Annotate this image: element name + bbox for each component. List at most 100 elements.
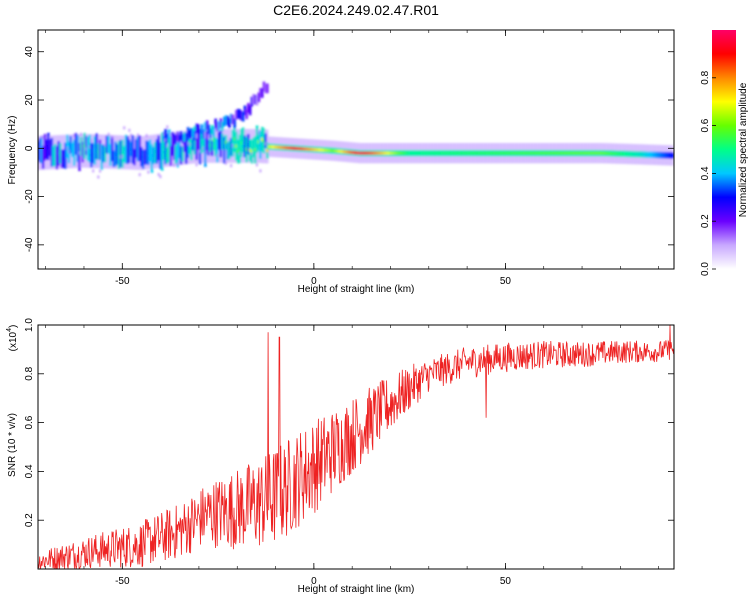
heat-core	[310, 147, 314, 151]
heat-core	[319, 148, 323, 152]
heat-core	[476, 151, 480, 155]
heat-core	[552, 151, 555, 155]
heat-core	[441, 151, 445, 155]
heat-core	[560, 151, 564, 155]
heat-core	[129, 147, 133, 151]
snr-x-label: Height of straight line (km)	[298, 584, 415, 595]
heat-core	[557, 151, 561, 155]
heat-core	[174, 153, 178, 156]
heat-core	[628, 152, 631, 156]
heat-core	[209, 143, 212, 147]
heat-core	[604, 151, 607, 155]
heat-branch-cell	[185, 132, 188, 143]
heat-core	[624, 152, 628, 156]
heat-core	[385, 151, 388, 155]
y-tick-label: 0.2	[24, 513, 35, 527]
heat-core	[631, 152, 635, 156]
heat-core	[73, 151, 76, 155]
heat-branch-cell	[226, 115, 230, 126]
heat-core	[229, 145, 233, 149]
heat-core	[224, 140, 228, 144]
heat-core	[478, 151, 481, 155]
heat-speckle	[42, 135, 45, 139]
heat-speckle	[68, 150, 71, 154]
heat-branch-cell	[176, 131, 180, 142]
heat-branch-cell	[252, 94, 255, 104]
heat-core	[490, 151, 493, 155]
heat-core	[364, 151, 367, 155]
heat-branch-cell	[160, 132, 164, 143]
heat-branch-cell	[178, 132, 181, 143]
heat-branch-cell	[197, 124, 200, 134]
heat-core	[102, 152, 105, 156]
heat-core	[155, 150, 159, 153]
heat-core	[269, 145, 273, 149]
heat-core	[281, 146, 285, 149]
heat-core	[291, 146, 295, 150]
heat-core	[529, 151, 533, 155]
heat-speckle	[92, 169, 95, 173]
heat-branch-cell	[260, 88, 264, 98]
heat-core	[169, 152, 173, 155]
heat-branch-cell	[195, 123, 199, 134]
heat-core	[285, 146, 288, 150]
heat-speckle	[107, 132, 110, 136]
heat-core	[554, 151, 557, 155]
heat-branch-cell	[188, 129, 192, 140]
heat-core	[447, 151, 450, 155]
heat-branch-cell	[164, 128, 167, 139]
heat-core	[504, 151, 507, 155]
heat-core	[176, 153, 180, 157]
heat-branch-cell	[204, 122, 207, 132]
heat-core	[236, 149, 240, 153]
heat-core	[469, 151, 473, 155]
heat-core	[591, 151, 595, 155]
heat-core	[500, 151, 504, 155]
heat-core	[393, 151, 397, 155]
heat-core	[295, 146, 299, 150]
heat-speckle	[81, 137, 84, 141]
heat-branch-cell	[202, 129, 205, 140]
heat-core	[257, 140, 261, 144]
heat-core	[331, 149, 335, 153]
heat-branch-cell	[179, 131, 183, 141]
heat-core	[147, 151, 150, 155]
heat-branch-cell	[254, 94, 257, 105]
heat-core	[648, 153, 652, 157]
heat-branch-cell	[210, 125, 214, 135]
heat-core	[569, 151, 573, 155]
heat-core	[545, 151, 549, 155]
heat-core	[274, 145, 278, 149]
heat-core	[93, 149, 97, 152]
heat-speckle	[209, 151, 212, 155]
heat-branch-cell	[186, 127, 190, 137]
snr-frame	[37, 324, 675, 570]
heat-core	[655, 153, 659, 157]
heat-core	[610, 152, 614, 155]
heat-core	[245, 147, 249, 151]
heat-core	[588, 151, 592, 155]
heat-core	[314, 148, 317, 152]
y-tick-label: 20	[24, 94, 35, 106]
heat-core	[391, 151, 395, 155]
heat-core	[538, 151, 542, 155]
heat-core	[564, 151, 567, 155]
heat-core	[138, 146, 142, 150]
heat-branch-cell	[255, 95, 259, 106]
heat-branch-cell	[212, 127, 216, 137]
heat-core	[581, 151, 585, 155]
heat-core	[123, 152, 126, 156]
heat-core	[671, 154, 674, 157]
heat-core	[283, 146, 286, 150]
x-tick-label: 50	[500, 576, 512, 587]
heat-core	[205, 140, 209, 144]
heat-speckle	[121, 154, 124, 158]
heat-core	[512, 151, 516, 155]
heat-core	[90, 153, 93, 157]
y-tick-label: -20	[24, 189, 35, 204]
heat-core	[221, 140, 224, 144]
heat-speckle	[147, 170, 150, 174]
heat-core	[376, 151, 380, 155]
heat-branch-cell	[167, 129, 171, 140]
heat-core	[321, 148, 324, 152]
